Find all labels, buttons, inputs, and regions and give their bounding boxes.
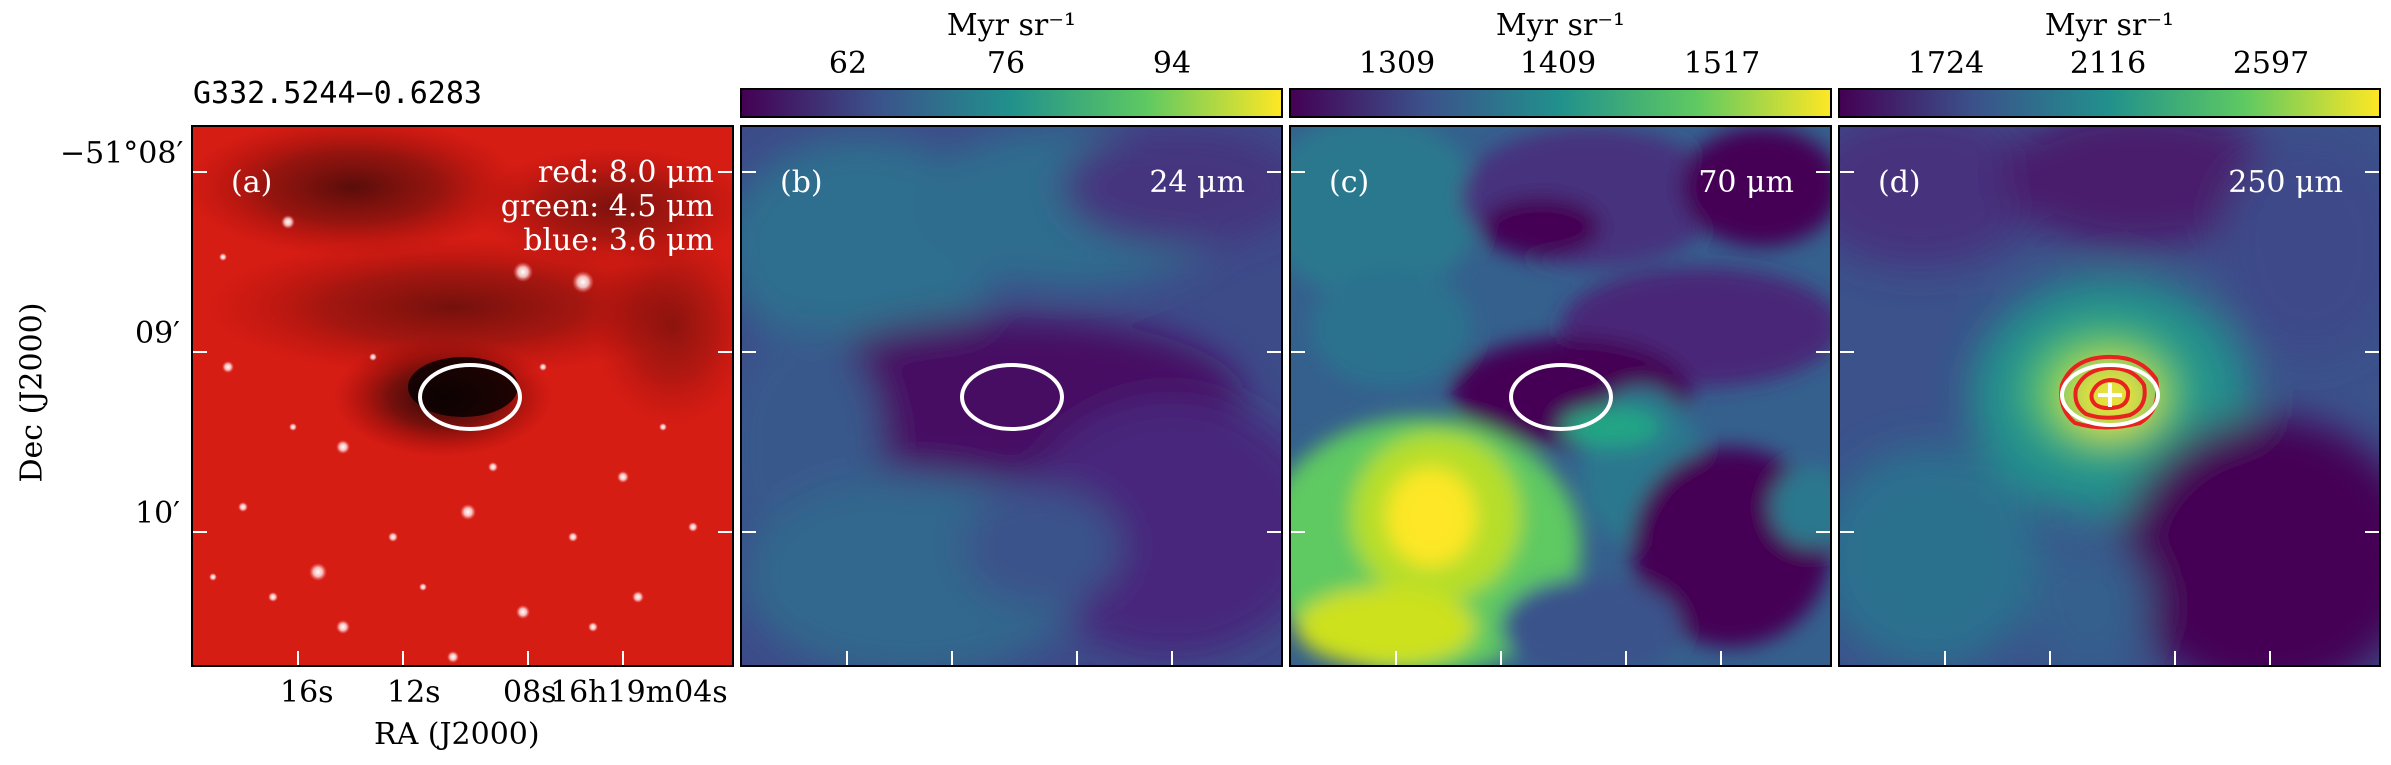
colorbar-d-gradient	[1838, 88, 2381, 118]
panel-a-legend-red: red: 8.0 μm	[537, 155, 714, 190]
source-ellipse	[960, 363, 1064, 431]
panel-a-image: (a) red: 8.0 μm green: 4.5 μm blue: 3.6 …	[191, 125, 734, 667]
panel-d-image: (d) 250 μm	[1838, 125, 2381, 667]
source-ellipse	[2060, 363, 2160, 427]
ytick-2: 09′	[135, 316, 180, 351]
colorbar-d-tick-2: 2116	[2069, 46, 2147, 81]
colorbar-b-tick-2: 76	[986, 46, 1026, 81]
colorbar-b-tick-3: 94	[1152, 46, 1192, 81]
xtick-1: 16s	[280, 675, 334, 710]
xtick-4: 16h19m04s	[550, 675, 728, 710]
colorbar-d-tick-3: 2597	[2232, 46, 2310, 81]
source-name: G332.5244−0.6283	[193, 76, 482, 111]
colorbar-b-tick-1: 62	[828, 46, 868, 81]
panel-c-wavelength: 70 μm	[1698, 165, 1794, 200]
panel-a-legend-blue: blue: 3.6 μm	[523, 223, 714, 258]
colorbar-c-title: Myr sr⁻¹	[1495, 8, 1626, 43]
colorbar-c-tick-1: 1309	[1358, 46, 1436, 81]
colorbar-d-title: Myr sr⁻¹	[2044, 8, 2175, 43]
colorbar-b-gradient	[740, 88, 1283, 118]
colorbar-c-gradient	[1289, 88, 1832, 118]
source-ellipse	[418, 363, 522, 431]
center-cross	[2098, 383, 2122, 407]
panel-d-wavelength: 250 μm	[2228, 165, 2343, 200]
panel-a-label: (a)	[231, 165, 273, 200]
colorbar-c-tick-2: 1409	[1519, 46, 1597, 81]
source-ellipse	[1509, 363, 1613, 431]
panel-b-image: (b) 24 μm	[740, 125, 1283, 667]
panel-c-image: (c) 70 μm	[1289, 125, 1832, 667]
panel-b-wavelength: 24 μm	[1149, 165, 1245, 200]
colorbar-c-tick-3: 1517	[1683, 46, 1761, 81]
stars	[209, 215, 698, 663]
xtick-2: 12s	[387, 675, 441, 710]
panel-d-label: (d)	[1878, 165, 1921, 200]
x-axis-label: RA (J2000)	[374, 717, 540, 752]
y-axis-label: Dec (J2000)	[14, 302, 50, 483]
panel-b-label: (b)	[780, 165, 823, 200]
panel-a-legend-green: green: 4.5 μm	[500, 189, 714, 224]
xtick-3: 08s	[503, 675, 557, 710]
ytick-3: 10′	[135, 496, 180, 531]
colorbar-d-tick-1: 1724	[1907, 46, 1985, 81]
panel-c-label: (c)	[1329, 165, 1370, 200]
ytick-1: −51°08′	[60, 136, 184, 171]
colorbar-b-title: Myr sr⁻¹	[946, 8, 1077, 43]
